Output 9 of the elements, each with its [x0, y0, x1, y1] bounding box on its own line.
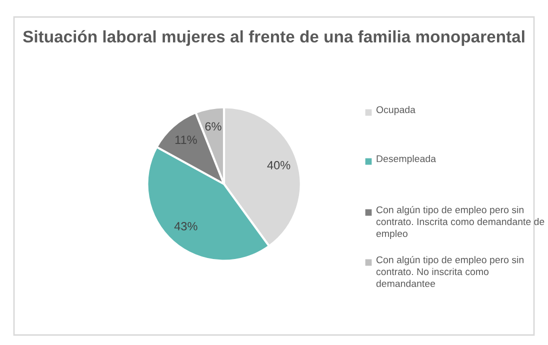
data-label: 6%: [205, 122, 222, 131]
data-label: 43%: [174, 222, 198, 230]
legend-label: Con algún tipo de empleo pero sin contrato. No inscrita como demandantee: [376, 256, 524, 288]
legend-label: Desempleada: [376, 155, 436, 164]
legend-label: Con algún tipo de empleo pero sin contrato. Inscrita como demandante de empleo: [376, 206, 544, 239]
legend-label: Ocupada: [376, 106, 416, 116]
chart-title: Situación laboral mujeres al frente de una familia monoparental: [23, 30, 524, 46]
data-label: 40%: [267, 161, 290, 170]
data-label: 11%: [175, 136, 197, 144]
